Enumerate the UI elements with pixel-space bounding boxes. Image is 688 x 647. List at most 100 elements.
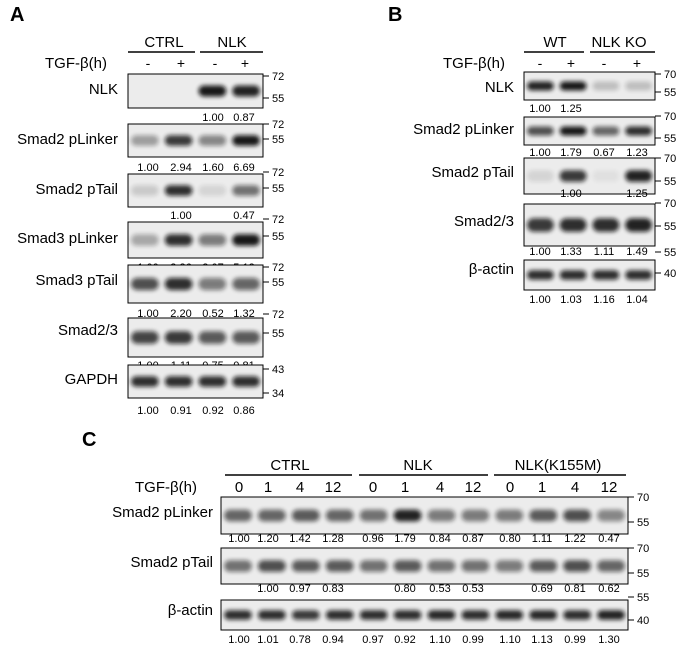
blot-band [559,81,587,91]
mw-marker: 43 [272,364,284,376]
blot-label: Smad2 pLinker [112,504,213,521]
quant-value: 1.00 [137,405,158,417]
quant-value: 1.01 [257,634,278,646]
quant-value: 0.53 [462,583,483,595]
blot-label: Smad3 pTail [35,272,118,289]
quant-value: 0.91 [170,405,191,417]
mw-marker: 72 [272,71,284,83]
quant-value: 1.49 [626,246,647,258]
blot-band [131,277,159,291]
blot-band [198,376,227,387]
blot-label: NLK [485,79,514,96]
treatment-label-b: TGF-β(h) [443,55,505,72]
quant-value: 1.00 [137,162,158,174]
blot-band [232,277,260,291]
blot-band [559,170,587,182]
blot-row-nlk: NLK 72 55 1.00 0.87 [89,71,284,124]
blot-band [164,331,193,344]
quant-value: 1.00 [137,308,158,320]
blot-band [526,270,554,280]
blot-background [221,548,628,584]
quant-value: 0.78 [289,634,310,646]
quant-value: 1.30 [598,634,619,646]
blot-band [232,85,260,97]
mw-marker: 55 [272,183,284,195]
blot-band [526,126,554,136]
quant-value: 0.80 [394,583,415,595]
blot-band [232,331,260,344]
blot-band [232,185,260,196]
mw-marker: 40 [637,615,649,627]
blot-label: Smad2 pTail [130,554,213,571]
panel-c: C CTRL NLK NLK(K155M) TGF-β(h) 0 1 4 12 0 1 4 1… [82,429,649,646]
blot-band [592,218,620,232]
quant-value: 0.97 [362,634,383,646]
quant-value: 1.42 [289,533,310,545]
blot-label: Smad2 pLinker [17,131,118,148]
blot-band [224,610,252,620]
lane-sign: + [177,55,185,71]
blot-band [198,85,227,97]
blot-band [198,277,227,291]
mw-marker: 55 [664,221,676,233]
mw-marker: 72 [272,309,284,321]
blot-band [625,218,653,232]
quant-value: 1.00 [529,246,550,258]
mw-marker: 55 [272,134,284,146]
blot-row-smad2-plinker: Smad2 pLinker 70 55 1.00 1.79 0.67 1.23 [413,111,676,159]
treatment-label-c: TGF-β(h) [135,479,197,496]
blot-band [291,509,320,522]
mw-marker: 55 [637,592,649,604]
blot-band [359,610,388,620]
quant-value: 6.69 [233,162,254,174]
lane-timepoint: 12 [325,479,342,496]
panel-label-c: C [82,429,96,451]
blot-band [393,610,422,620]
mw-marker: 70 [664,198,676,210]
blot-band [164,376,193,387]
blot-band [198,135,227,146]
quant-value: 1.20 [257,533,278,545]
mw-marker: 55 [664,247,676,259]
blot-band [257,560,286,572]
blot-band [495,610,524,620]
blot-label: Smad2/3 [58,322,118,339]
blot-band [131,234,159,246]
mw-marker: 55 [664,176,676,188]
blot-row-smad2-3: Smad2/3 72 55 1.00 1.11 0.75 0.81 [58,309,284,372]
blot-label: Smad2 pLinker [413,121,514,138]
quant-value: 1.00 [257,583,278,595]
quant-value: 1.13 [531,634,552,646]
blot-band [427,509,456,522]
mw-marker: 72 [272,167,284,179]
mw-marker: 70 [664,153,676,165]
blot-band [393,509,422,522]
blot-band [563,610,592,620]
panel-a: A CTRL NLK TGF-β(h) - + - + NLK 72 55 1.… [10,4,284,417]
blot-row-nlk: NLK 70 55 1.00 1.25 [485,69,676,115]
mw-marker: 72 [272,119,284,131]
quant-value: 1.00 [170,210,191,222]
quant-value: 0.97 [289,583,310,595]
blot-band [461,509,490,522]
quant-value: 1.11 [532,533,553,545]
blot-label: Smad3 pLinker [17,230,118,247]
blot-row-smad2-plinker: Smad2 pLinker 72 55 1.00 2.94 1.60 6.69 [17,119,284,174]
quant-value: 1.10 [499,634,520,646]
blot-band [597,560,625,572]
quant-value: 1.25 [560,103,581,115]
quant-value: 0.84 [429,533,450,545]
blot-band [164,135,193,146]
quant-value: 1.00 [228,634,249,646]
blot-band [625,126,653,136]
blot-band [232,376,260,387]
blot-row-smad2-ptail: Smad2 pTail 70 55 1.00 0.97 0.83 0.80 0.53 0.… [130,543,649,595]
blot-label: Smad2 pTail [431,164,514,181]
quant-value: 1.10 [429,634,450,646]
blot-band [592,126,620,136]
blot-band [559,218,587,232]
blot-band [427,610,456,620]
mw-marker: 34 [272,388,284,400]
mw-marker: 55 [272,231,284,243]
quant-value: 1.25 [626,188,647,200]
